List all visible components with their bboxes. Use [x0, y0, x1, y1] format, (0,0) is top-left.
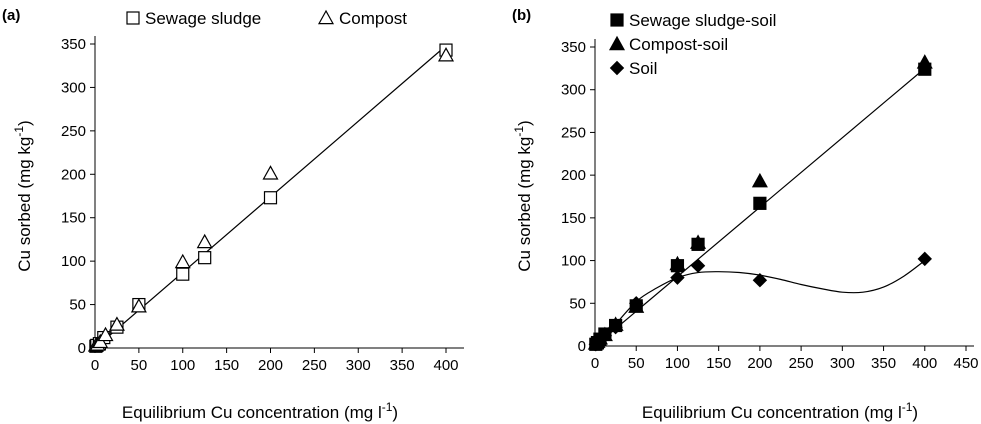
x-tick-label: 300 — [346, 357, 371, 374]
x-tick-label: 250 — [789, 355, 814, 372]
y-tick-label: 300 — [61, 79, 86, 96]
y-axis-label-tail: ) — [15, 120, 34, 126]
x-axis-label-main: Equilibrium Cu concentration (mg l — [642, 403, 902, 422]
y-tick-label: 50 — [69, 297, 86, 314]
y-axis-label: Cu sorbed (mg kg-1) — [512, 120, 534, 271]
series-compost — [87, 47, 455, 352]
y-tick-label: 150 — [61, 210, 86, 227]
data-point — [262, 165, 279, 180]
data-point — [437, 47, 455, 62]
legend-marker — [317, 9, 335, 25]
x-tick-label: 400 — [433, 357, 458, 374]
y-axis-label-main: Cu sorbed (mg kg — [15, 137, 34, 272]
chart-b: 0 50 100 150 200 250 300 350 400 450 0 50 100 150 200 2… — [512, 7, 979, 422]
chart-a: 0 50 100 150 200 250 300 350 400 0 50 100 150 200 250 3… — [2, 7, 464, 422]
data-point — [198, 251, 212, 265]
x-tick-label: 350 — [871, 355, 896, 372]
x-tick-label: 200 — [258, 357, 283, 374]
data-point — [917, 251, 932, 267]
legend-marker — [609, 60, 625, 76]
x-tick-label: 350 — [390, 357, 415, 374]
y-tick-label: 200 — [61, 166, 86, 183]
y-tick-label: 100 — [561, 253, 586, 270]
data-point — [629, 296, 644, 311]
x-tick-label: 100 — [170, 357, 195, 374]
data-point — [92, 333, 109, 349]
legend-label: Sewage sludge — [145, 9, 261, 28]
x-tick-label: 50 — [628, 355, 645, 372]
x-tick-label: 0 — [591, 355, 599, 372]
data-point — [174, 253, 191, 269]
panel-label: (a) — [2, 7, 20, 24]
x-tick-label: 450 — [953, 355, 978, 372]
data-point — [690, 258, 706, 273]
data-point — [916, 54, 933, 69]
x-tick-label: 50 — [131, 357, 148, 374]
y-tick-label: 0 — [578, 338, 586, 355]
data-point — [130, 298, 147, 313]
y-tick-label: 100 — [61, 253, 86, 270]
data-point — [263, 191, 278, 205]
y-axis-label: Cu sorbed (mg kg-1) — [12, 120, 34, 271]
data-point — [753, 196, 767, 210]
panel-label: (b) — [512, 7, 531, 24]
y-axis-label-sup: -1 — [512, 126, 526, 137]
data-point — [176, 267, 190, 281]
data-point — [690, 234, 707, 249]
x-tick-label: 400 — [912, 355, 937, 372]
x-tick-label: 150 — [214, 357, 239, 374]
legend-marker — [610, 13, 624, 27]
legend-label: Compost — [339, 9, 407, 28]
y-tick-label: 50 — [569, 295, 586, 312]
legend-label: Soil — [629, 59, 657, 78]
x-axis-label: Equilibrium Cu concentration (mg l-1) — [122, 400, 398, 422]
y-tick-label: 200 — [561, 167, 586, 184]
x-tick-label: 150 — [706, 355, 731, 372]
y-tick-label: 250 — [561, 124, 586, 141]
y-axis-label-sup: -1 — [12, 126, 26, 137]
y-axis-label-main: Cu sorbed (mg kg — [515, 137, 534, 272]
series-sewage-sludge — [89, 43, 453, 353]
x-tick-label: 0 — [91, 357, 99, 374]
legend-label: Sewage sludge-soil — [629, 11, 776, 30]
x-axis-label-sup: -1 — [902, 400, 913, 414]
x-tick-label: 200 — [747, 355, 772, 372]
y-axis-label-tail: ) — [515, 120, 534, 126]
y-tick-label: 150 — [561, 210, 586, 227]
data-point — [670, 270, 685, 285]
data-point — [752, 273, 768, 288]
y-tick-label: 0 — [78, 340, 86, 357]
data-point — [97, 326, 114, 342]
data-point — [751, 172, 768, 188]
data-point — [597, 328, 613, 343]
data-point — [196, 233, 213, 249]
legend-label: Compost-soil — [629, 35, 728, 54]
legend-marker — [608, 35, 626, 51]
x-axis-label: Equilibrium Cu concentration (mg l-1) — [642, 400, 918, 422]
data-point — [108, 316, 125, 331]
legend-marker — [126, 11, 140, 25]
x-axis-label-sup: -1 — [382, 400, 393, 414]
x-axis-label-tail: ) — [392, 403, 398, 422]
data-point — [669, 255, 686, 271]
y-tick-label: 250 — [61, 123, 86, 140]
y-tick-label: 300 — [561, 82, 586, 99]
x-tick-label: 300 — [830, 355, 855, 372]
data-point — [608, 319, 623, 335]
x-tick-label: 250 — [302, 357, 327, 374]
x-tick-label: 100 — [665, 355, 690, 372]
y-tick-label: 350 — [61, 36, 86, 53]
x-axis-label-tail: ) — [912, 403, 918, 422]
series-soil — [588, 251, 932, 352]
x-axis-label-main: Equilibrium Cu concentration (mg l — [122, 403, 382, 422]
y-tick-label: 350 — [561, 39, 586, 56]
